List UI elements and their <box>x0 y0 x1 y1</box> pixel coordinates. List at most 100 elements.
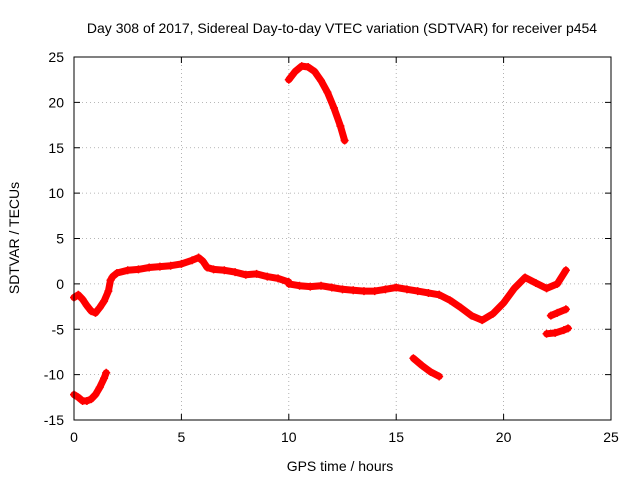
data-point <box>317 76 326 85</box>
data-point <box>95 303 104 312</box>
data-point <box>82 396 91 405</box>
data-point <box>435 290 444 299</box>
data-point <box>445 296 454 305</box>
data-point <box>553 279 562 288</box>
data-point <box>381 285 390 294</box>
data-point <box>327 283 336 292</box>
data-point <box>336 121 345 130</box>
data-point <box>95 383 104 392</box>
data-point <box>456 303 465 312</box>
axis-ticks <box>73 56 612 421</box>
data-point <box>104 287 113 296</box>
y-tick-label: 10 <box>48 185 64 201</box>
x-tick-label: 0 <box>70 429 78 445</box>
series-late-lower-a <box>546 305 570 320</box>
y-tick-label: -5 <box>52 321 65 337</box>
data-point <box>551 328 560 337</box>
series-band <box>285 62 349 144</box>
data-point <box>553 308 562 317</box>
data-point <box>531 278 540 287</box>
data-point <box>145 263 154 272</box>
data-point <box>82 301 91 310</box>
series-high-arc <box>284 62 349 145</box>
series-early-upper <box>70 253 293 317</box>
data-point <box>91 390 100 399</box>
y-tick-label: 20 <box>48 94 64 110</box>
data-point <box>74 393 83 402</box>
series-mid-lower-segment <box>409 354 444 381</box>
y-tick-label: 5 <box>56 231 64 247</box>
y-tick-label: 25 <box>48 49 64 65</box>
data-point <box>467 311 476 320</box>
data-point <box>413 287 422 296</box>
x-axis-label: GPS time / hours <box>287 458 394 474</box>
data-point <box>323 88 332 97</box>
data-point <box>155 262 164 271</box>
y-axis-label: SDTVAR / TECUs <box>6 182 22 294</box>
data-point <box>74 290 83 299</box>
y-tick-label: 0 <box>56 276 64 292</box>
grid-lines <box>74 57 611 420</box>
data-point <box>542 284 551 293</box>
data-point <box>340 136 349 145</box>
data-point <box>241 270 250 279</box>
y-tick-label: -15 <box>44 412 64 428</box>
series-band <box>543 324 572 338</box>
data-point <box>561 305 570 314</box>
data-point <box>284 75 293 84</box>
data-point <box>166 261 175 270</box>
data-point <box>304 62 313 71</box>
data-point <box>426 367 435 376</box>
data-point <box>561 266 570 275</box>
data-point <box>546 311 555 320</box>
data-point <box>478 316 487 325</box>
y-tick-label: -10 <box>44 367 64 383</box>
data-point <box>87 307 96 316</box>
data-points <box>70 62 573 405</box>
data-point <box>203 263 212 272</box>
data-point <box>295 281 304 290</box>
data-point <box>564 324 573 333</box>
data-point <box>349 286 358 295</box>
data-point <box>392 283 401 292</box>
data-point <box>274 274 283 283</box>
x-tick-label: 25 <box>603 429 619 445</box>
data-point <box>317 281 326 290</box>
data-point <box>284 279 293 288</box>
series-midday <box>284 279 444 299</box>
data-point <box>252 269 261 278</box>
data-point <box>291 67 300 76</box>
data-point <box>370 287 379 296</box>
data-point <box>297 62 306 71</box>
data-point <box>488 309 497 318</box>
data-point <box>87 395 96 404</box>
data-point <box>329 103 338 112</box>
data-point <box>91 308 100 317</box>
x-tick-label: 10 <box>281 429 297 445</box>
data-point <box>123 266 132 275</box>
data-point <box>338 285 347 294</box>
data-point <box>100 297 109 306</box>
data-point <box>559 326 568 335</box>
data-point <box>194 253 203 262</box>
data-point <box>220 266 229 275</box>
data-point <box>409 354 418 363</box>
data-point <box>417 361 426 370</box>
data-point <box>510 284 519 293</box>
data-point <box>100 374 109 383</box>
x-tick-label: 20 <box>496 429 512 445</box>
data-point <box>188 256 197 265</box>
data-point <box>542 329 551 338</box>
data-point <box>359 287 368 296</box>
x-tick-label: 5 <box>178 429 186 445</box>
data-point <box>231 268 240 277</box>
data-point <box>134 265 143 274</box>
y-tick-label: 15 <box>48 140 64 156</box>
data-point <box>310 67 319 76</box>
chart-title: Day 308 of 2017, Sidereal Day-to-day VTE… <box>87 20 597 36</box>
data-point <box>435 372 444 381</box>
data-point <box>402 285 411 294</box>
series-band <box>409 354 443 380</box>
data-point <box>112 268 121 277</box>
series-band <box>435 266 570 324</box>
